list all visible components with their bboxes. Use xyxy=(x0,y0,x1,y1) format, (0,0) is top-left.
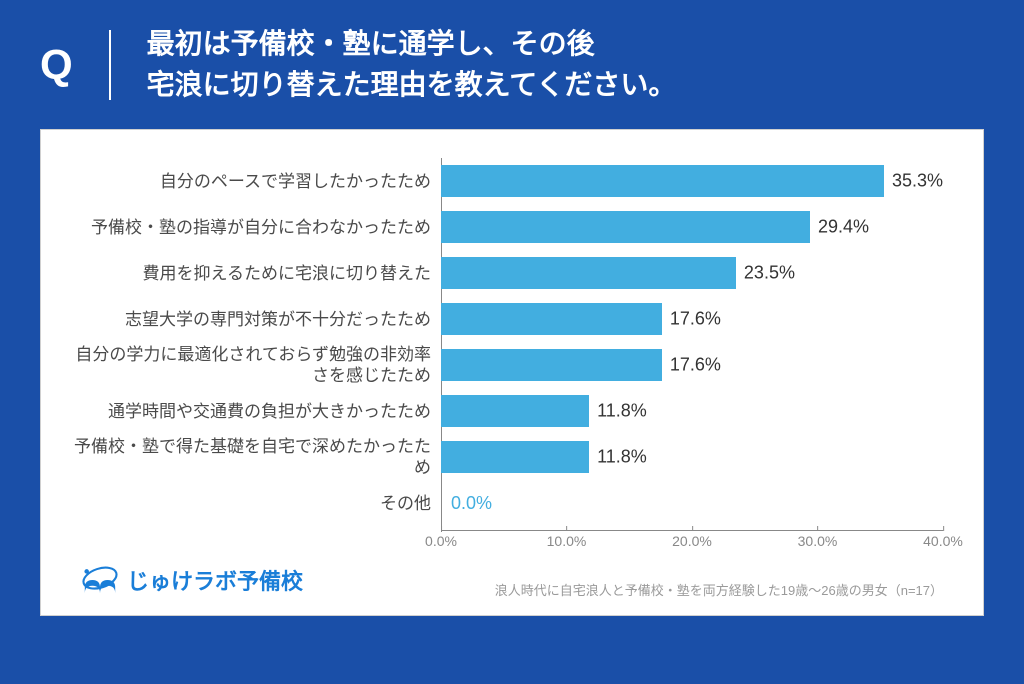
bar-zone: 0.0% xyxy=(441,480,943,526)
x-tick: 20.0% xyxy=(672,526,712,549)
bar-row: 志望大学の専門対策が不十分だったため17.6% xyxy=(71,296,943,342)
x-tick: 10.0% xyxy=(547,526,587,549)
x-tick: 40.0% xyxy=(923,526,963,549)
bar-row: 予備校・塾の指導が自分に合わなかったため29.4% xyxy=(71,204,943,250)
bar: 17.6% xyxy=(441,303,662,335)
q-mark: Q xyxy=(40,30,111,100)
bar-value-label: 11.8% xyxy=(597,401,647,422)
bar: 17.6% xyxy=(441,349,662,381)
book-icon xyxy=(81,561,119,599)
category-label: 志望大学の専門対策が不十分だったため xyxy=(71,309,441,330)
chart-area: 自分のペースで学習したかったため35.3%予備校・塾の指導が自分に合わなかったた… xyxy=(71,158,943,578)
footnote: 浪人時代に自宅浪人と予備校・塾を両方経験した19歳～26歳の男女（n=17） xyxy=(495,580,943,599)
category-label: 自分のペースで学習したかったため xyxy=(71,171,441,192)
logo-text: じゅけラボ予備校 xyxy=(127,564,303,596)
bar-zone: 17.6% xyxy=(441,296,943,342)
bar-value-label: 29.4% xyxy=(818,217,869,238)
category-label: 費用を抑えるために宅浪に切り替えた xyxy=(71,263,441,284)
bar-zone: 23.5% xyxy=(441,250,943,296)
category-label: その他 xyxy=(71,493,441,514)
bar-zone: 17.6% xyxy=(441,342,943,388)
question-line1: 最初は予備校・塾に通学し、その後 xyxy=(147,28,595,59)
x-tick: 0.0% xyxy=(425,526,457,549)
bar-row: 予備校・塾で得た基礎を自宅で深めたかったため11.8% xyxy=(71,434,943,480)
bar-zone: 11.8% xyxy=(441,388,943,434)
bar-row: 通学時間や交通費の負担が大きかったため11.8% xyxy=(71,388,943,434)
bar-value-label: 17.6% xyxy=(670,355,721,376)
bar-zone: 35.3% xyxy=(441,158,943,204)
x-axis: 0.0%10.0%20.0%30.0%40.0% xyxy=(71,530,943,556)
bar-row: 自分のペースで学習したかったため35.3% xyxy=(71,158,943,204)
category-label: 自分の学力に最適化されておらず勉強の非効率さを感じたため xyxy=(71,344,441,387)
x-tick: 30.0% xyxy=(798,526,838,549)
bar-value-label: 11.8% xyxy=(597,447,647,468)
category-label: 予備校・塾で得た基礎を自宅で深めたかったため xyxy=(71,436,441,479)
bar-row: その他 0.0% xyxy=(71,480,943,526)
chart-card: 自分のペースで学習したかったため35.3%予備校・塾の指導が自分に合わなかったた… xyxy=(40,129,984,616)
bar-zone: 29.4% xyxy=(441,204,943,250)
bar-zone: 11.8% xyxy=(441,434,943,480)
bar-value-label: 35.3% xyxy=(892,171,943,192)
bar: 11.8% xyxy=(441,395,589,427)
bar-row: 自分の学力に最適化されておらず勉強の非効率さを感じたため17.6% xyxy=(71,342,943,388)
bar-value-label: 17.6% xyxy=(670,309,721,330)
chart-footer: じゅけラボ予備校 浪人時代に自宅浪人と予備校・塾を両方経験した19歳～26歳の男… xyxy=(81,561,943,599)
bar-value-label: 23.5% xyxy=(744,263,795,284)
logo: じゅけラボ予備校 xyxy=(81,561,303,599)
bar: 29.4% xyxy=(441,211,810,243)
bar-value-label: 0.0% xyxy=(451,493,492,514)
bar-row: 費用を抑えるために宅浪に切り替えた23.5% xyxy=(71,250,943,296)
category-label: 予備校・塾の指導が自分に合わなかったため xyxy=(71,217,441,238)
question-header: Q 最初は予備校・塾に通学し、その後 宅浪に切り替えた理由を教えてください。 xyxy=(0,0,1024,129)
category-label: 通学時間や交通費の負担が大きかったため xyxy=(71,401,441,422)
question-line2: 宅浪に切り替えた理由を教えてください。 xyxy=(147,69,677,100)
bar: 11.8% xyxy=(441,441,589,473)
question-text: 最初は予備校・塾に通学し、その後 宅浪に切り替えた理由を教えてください。 xyxy=(147,24,677,105)
bar: 23.5% xyxy=(441,257,736,289)
bar: 35.3% xyxy=(441,165,884,197)
